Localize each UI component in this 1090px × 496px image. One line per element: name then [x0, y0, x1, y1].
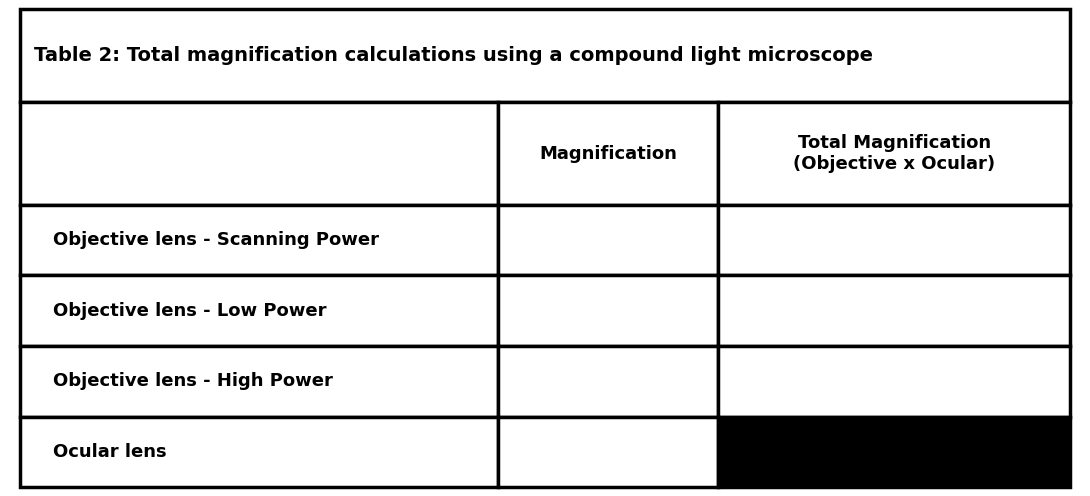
Bar [20, 205, 498, 275]
Bar [498, 275, 718, 346]
Text: Ocular lens: Ocular lens [53, 443, 167, 461]
Bar [20, 346, 498, 417]
Text: Objective lens - High Power: Objective lens - High Power [53, 372, 332, 390]
Text: Objective lens - Low Power: Objective lens - Low Power [53, 302, 327, 320]
Bar [718, 275, 1070, 346]
Bar [498, 346, 718, 417]
Bar [498, 102, 718, 205]
Bar [20, 9, 1070, 102]
Bar [498, 205, 718, 275]
Bar [20, 275, 498, 346]
Text: Magnification: Magnification [540, 144, 677, 163]
Text: Total Magnification
(Objective x Ocular): Total Magnification (Objective x Ocular) [794, 134, 995, 173]
Bar [498, 417, 718, 487]
Bar [718, 205, 1070, 275]
Text: Objective lens - Scanning Power: Objective lens - Scanning Power [53, 231, 379, 249]
Bar [718, 102, 1070, 205]
Text: Table 2: Total magnification calculations using a compound light microscope: Table 2: Total magnification calculation… [34, 46, 873, 65]
Bar [20, 102, 498, 205]
Bar [20, 417, 498, 487]
Bar [718, 417, 1070, 487]
Bar [718, 346, 1070, 417]
